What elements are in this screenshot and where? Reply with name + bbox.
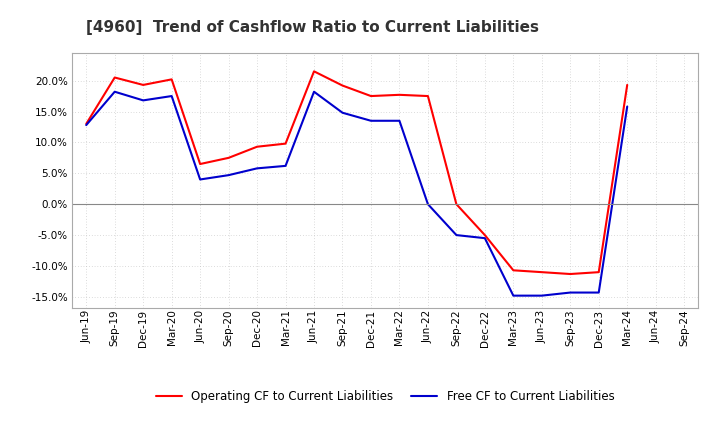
Free CF to Current Liabilities <box>338 110 347 115</box>
Free CF to Current Liabilities <box>623 104 631 109</box>
Text: [4960]  Trend of Cashflow Ratio to Current Liabilities: [4960] Trend of Cashflow Ratio to Curren… <box>86 20 539 35</box>
Operating CF to Current Liabilities <box>395 92 404 97</box>
Operating CF to Current Liabilities <box>480 232 489 238</box>
Operating CF to Current Liabilities <box>566 271 575 277</box>
Free CF to Current Liabilities <box>537 293 546 298</box>
Operating CF to Current Liabilities <box>366 93 375 99</box>
Free CF to Current Liabilities <box>452 232 461 238</box>
Free CF to Current Liabilities <box>395 118 404 123</box>
Operating CF to Current Liabilities <box>82 121 91 127</box>
Free CF to Current Liabilities <box>595 290 603 295</box>
Operating CF to Current Liabilities <box>225 155 233 161</box>
Operating CF to Current Liabilities <box>595 270 603 275</box>
Operating CF to Current Liabilities <box>452 202 461 207</box>
Operating CF to Current Liabilities <box>196 161 204 167</box>
Free CF to Current Liabilities <box>566 290 575 295</box>
Operating CF to Current Liabilities <box>110 75 119 80</box>
Operating CF to Current Liabilities <box>623 82 631 88</box>
Free CF to Current Liabilities <box>167 93 176 99</box>
Operating CF to Current Liabilities <box>282 141 290 146</box>
Free CF to Current Liabilities <box>282 163 290 169</box>
Operating CF to Current Liabilities <box>338 83 347 88</box>
Free CF to Current Liabilities <box>509 293 518 298</box>
Operating CF to Current Liabilities <box>139 82 148 88</box>
Free CF to Current Liabilities <box>253 166 261 171</box>
Legend: Operating CF to Current Liabilities, Free CF to Current Liabilities: Operating CF to Current Liabilities, Fre… <box>151 385 619 408</box>
Free CF to Current Liabilities <box>196 177 204 182</box>
Operating CF to Current Liabilities <box>537 270 546 275</box>
Free CF to Current Liabilities <box>225 172 233 178</box>
Free CF to Current Liabilities <box>82 122 91 128</box>
Operating CF to Current Liabilities <box>423 93 432 99</box>
Free CF to Current Liabilities <box>480 235 489 241</box>
Operating CF to Current Liabilities <box>167 77 176 82</box>
Operating CF to Current Liabilities <box>509 268 518 273</box>
Free CF to Current Liabilities <box>423 202 432 207</box>
Free CF to Current Liabilities <box>310 89 318 94</box>
Line: Free CF to Current Liabilities: Free CF to Current Liabilities <box>86 92 627 296</box>
Free CF to Current Liabilities <box>366 118 375 123</box>
Free CF to Current Liabilities <box>110 89 119 94</box>
Free CF to Current Liabilities <box>139 98 148 103</box>
Operating CF to Current Liabilities <box>310 69 318 74</box>
Operating CF to Current Liabilities <box>253 144 261 149</box>
Line: Operating CF to Current Liabilities: Operating CF to Current Liabilities <box>86 71 627 274</box>
